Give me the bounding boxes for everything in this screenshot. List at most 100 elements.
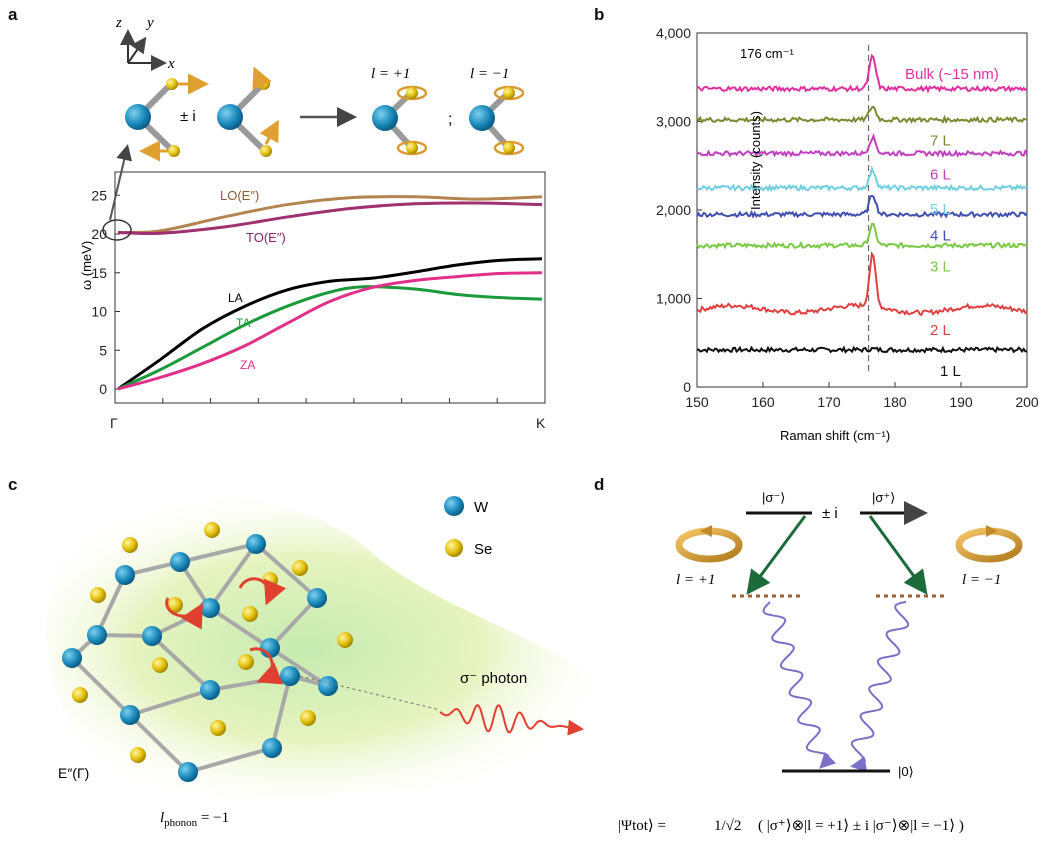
l-plus-label: l = +1	[371, 66, 410, 82]
phonon-l-label: lphonon = −1	[160, 810, 229, 829]
w-atom	[115, 565, 135, 585]
w-atom	[62, 648, 82, 668]
rotation-arrow-icon	[238, 577, 287, 606]
emission-wave-left-icon	[762, 601, 837, 769]
transition-arrow-right	[868, 515, 928, 595]
x-tick-label-b: 190	[949, 394, 973, 410]
label-to: TO(E″)	[246, 230, 286, 245]
se-atom	[210, 720, 226, 736]
gamma-point-highlight	[102, 219, 132, 241]
legend-se-label: Se	[474, 541, 492, 558]
y-tick-label-a: 0	[99, 381, 107, 397]
panel-d: d |σ⁻⟩ |σ⁺⟩ ± i |0⟩ l = +1 l = −1 |Ψtot⟩…	[594, 475, 1023, 834]
spectrum-line	[696, 133, 1028, 159]
w-atom-legend-icon	[444, 496, 464, 516]
spectrum-label: 3 L	[930, 258, 951, 275]
x-tick-k: K	[536, 415, 546, 431]
raman-chart: 0 1,000 2,000 3,000 4,000 150 160 170 180 190 200 1…	[656, 25, 1039, 410]
x-tick-gamma: Γ	[110, 415, 118, 431]
y-tick-label-b: 4,000	[656, 25, 691, 41]
lattice-bond	[208, 542, 258, 610]
l-minus-d-label: l = −1	[962, 572, 1001, 588]
w-atom	[280, 666, 300, 686]
rotation-arrow-icon	[249, 647, 284, 685]
spectrum-line	[697, 53, 1028, 94]
panel-letter-d: d	[594, 475, 604, 494]
w-atom	[142, 626, 162, 646]
spectrum-label: 6 L	[930, 166, 951, 183]
se-atom	[262, 572, 278, 588]
se-atom	[337, 632, 353, 648]
ground-label: |0⟩	[898, 764, 914, 779]
x-tick-label-b: 200	[1015, 394, 1039, 410]
mode-label: E″(Γ)	[58, 765, 89, 781]
lattice-bond	[268, 596, 319, 650]
rotating-molecule-icon	[372, 85, 428, 156]
lattice-bond	[268, 646, 330, 688]
w-atom	[200, 680, 220, 700]
spectrum-line	[696, 251, 1028, 317]
se-atom	[242, 606, 258, 622]
peak-label: 176 cm⁻¹	[740, 46, 794, 61]
se-atom	[238, 654, 254, 670]
photon-wave-icon	[439, 704, 584, 736]
lattice-glow	[46, 496, 624, 801]
se-atom	[152, 657, 168, 673]
se-atom	[130, 747, 146, 763]
lattice-bond	[254, 542, 319, 600]
label-ta: TA	[236, 316, 250, 330]
w-atom	[120, 705, 140, 725]
lattice-bond	[128, 713, 190, 774]
lattice-diagram	[62, 522, 353, 782]
rotation-arrow-icon	[165, 597, 203, 630]
w-atom	[307, 588, 327, 608]
w-atom	[262, 738, 282, 758]
spectrum-label: 2 L	[930, 322, 951, 339]
lattice-bond	[129, 688, 211, 717]
equation-lhs: |Ψtot⟩ =	[618, 818, 666, 834]
l-minus-label: l = −1	[470, 66, 509, 82]
se-atom	[122, 537, 138, 553]
y-axis-label-b: Intensity (counts)	[748, 111, 763, 210]
emission-wave-right-icon	[850, 601, 910, 772]
transition-arrow-left	[746, 515, 807, 595]
w-atom	[170, 552, 190, 572]
state-minus-label: |σ⁻⟩	[762, 490, 785, 505]
panel-letter-a: a	[8, 5, 18, 24]
label-lo: LO(E″)	[220, 188, 259, 203]
plus-minus-i-d-label: ± i	[822, 505, 838, 522]
spectrum-label: 5 L	[930, 201, 951, 218]
se-atom	[204, 522, 220, 538]
x-tick-label-b: 160	[751, 394, 775, 410]
axes-triad-icon: z y x	[115, 15, 175, 72]
panel-letter-b: b	[594, 5, 604, 24]
axis-y-label: y	[145, 15, 154, 31]
molecule-icon	[125, 73, 209, 162]
lattice-bond	[208, 606, 272, 650]
spectrum-label: Bulk (~15 nm)	[905, 66, 999, 83]
rotation-ring-plus-icon	[675, 525, 743, 563]
w-atom	[87, 625, 107, 645]
molecule-icon	[217, 66, 279, 157]
y-tick-label-a: 15	[91, 265, 107, 281]
y-axis-label-a: ω (meV)	[79, 241, 94, 290]
y-tick-label-a: 10	[91, 304, 107, 320]
se-atom-legend-icon	[445, 539, 463, 557]
w-atom	[246, 534, 266, 554]
se-atom	[72, 687, 88, 703]
x-tick-label-b: 150	[685, 394, 709, 410]
w-atom	[200, 598, 220, 618]
y-tick-label-a: 5	[99, 342, 107, 358]
spectrum-label: 7 L	[930, 133, 951, 150]
emission-line	[299, 675, 441, 711]
panel-b: b 0 1,000 2,000 3,000 4,000 150 160 170 180 190 20…	[594, 5, 1039, 443]
separator: ;	[448, 111, 452, 128]
equation-body: ( |σ⁺⟩⊗|l = +1⟩ ± i |σ⁻⟩⊗|l = −1⟩ )	[758, 818, 964, 834]
spectrum-line	[696, 194, 1028, 219]
w-atom	[178, 762, 198, 782]
spectrum-line	[696, 345, 1028, 354]
x-axis-label-b: Raman shift (cm⁻¹)	[780, 428, 890, 443]
panel-a: a z y x ± i	[8, 5, 546, 431]
lattice-bond	[150, 634, 212, 692]
